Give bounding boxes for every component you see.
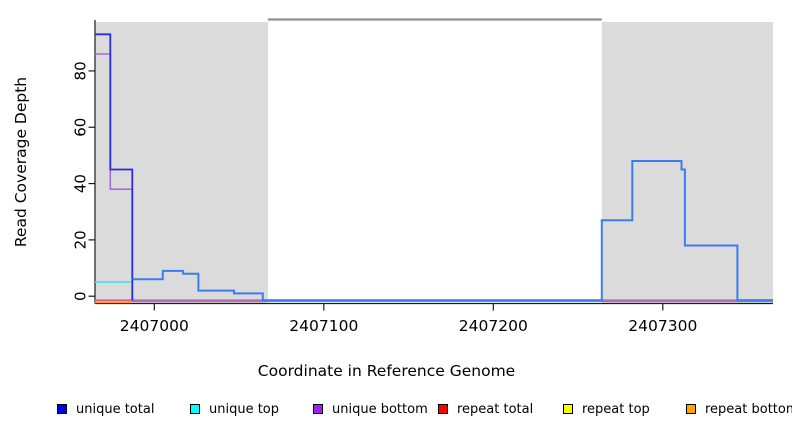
legend-swatch-icon bbox=[313, 404, 323, 414]
legend-item-repeat-total: repeat total bbox=[438, 399, 533, 419]
y-tick-label: 0 bbox=[72, 291, 90, 301]
legend-swatch-icon bbox=[686, 404, 696, 414]
series-unique-total bbox=[95, 33, 134, 301]
x-tick-label: 2407000 bbox=[120, 317, 189, 335]
legend-swatch-icon bbox=[563, 404, 573, 414]
shaded-region bbox=[601, 22, 773, 303]
shaded-region bbox=[95, 22, 268, 303]
legend-swatch-icon bbox=[190, 404, 200, 414]
legend-label: repeat bottom bbox=[705, 401, 792, 417]
legend-item-unique-top: unique top bbox=[190, 399, 279, 419]
x-tick-label: 2407100 bbox=[289, 317, 358, 335]
legend-swatch-icon bbox=[438, 404, 448, 414]
legend-item-unique-total: unique total bbox=[57, 399, 154, 419]
legend-swatch-icon bbox=[57, 404, 67, 414]
legend-item-unique-bottom: unique bottom bbox=[313, 399, 428, 419]
legend-label: unique bottom bbox=[332, 401, 428, 417]
y-tick-label: 60 bbox=[72, 118, 90, 137]
y-tick-label: 20 bbox=[72, 230, 90, 249]
legend-item-repeat-top: repeat top bbox=[563, 399, 650, 419]
legend-item-repeat-bottom: repeat bottom bbox=[686, 399, 792, 419]
series-total-coverage-steps bbox=[132, 160, 773, 302]
legend: unique total unique top unique bottom repea… bbox=[0, 399, 792, 423]
y-axis-title: Read Coverage Depth bbox=[12, 76, 30, 248]
y-tick-label: 80 bbox=[72, 61, 90, 80]
x-axis-title: Coordinate in Reference Genome bbox=[257, 362, 516, 380]
x-tick-label: 2407300 bbox=[628, 317, 697, 335]
series-unique-bottom bbox=[95, 53, 773, 303]
y-tick-label: 40 bbox=[72, 174, 90, 193]
legend-label: repeat total bbox=[457, 401, 534, 417]
x-tick-label: 2407200 bbox=[459, 317, 528, 335]
legend-label: unique total bbox=[76, 401, 155, 417]
legend-label: unique top bbox=[209, 401, 280, 417]
legend-label: repeat top bbox=[582, 401, 650, 417]
